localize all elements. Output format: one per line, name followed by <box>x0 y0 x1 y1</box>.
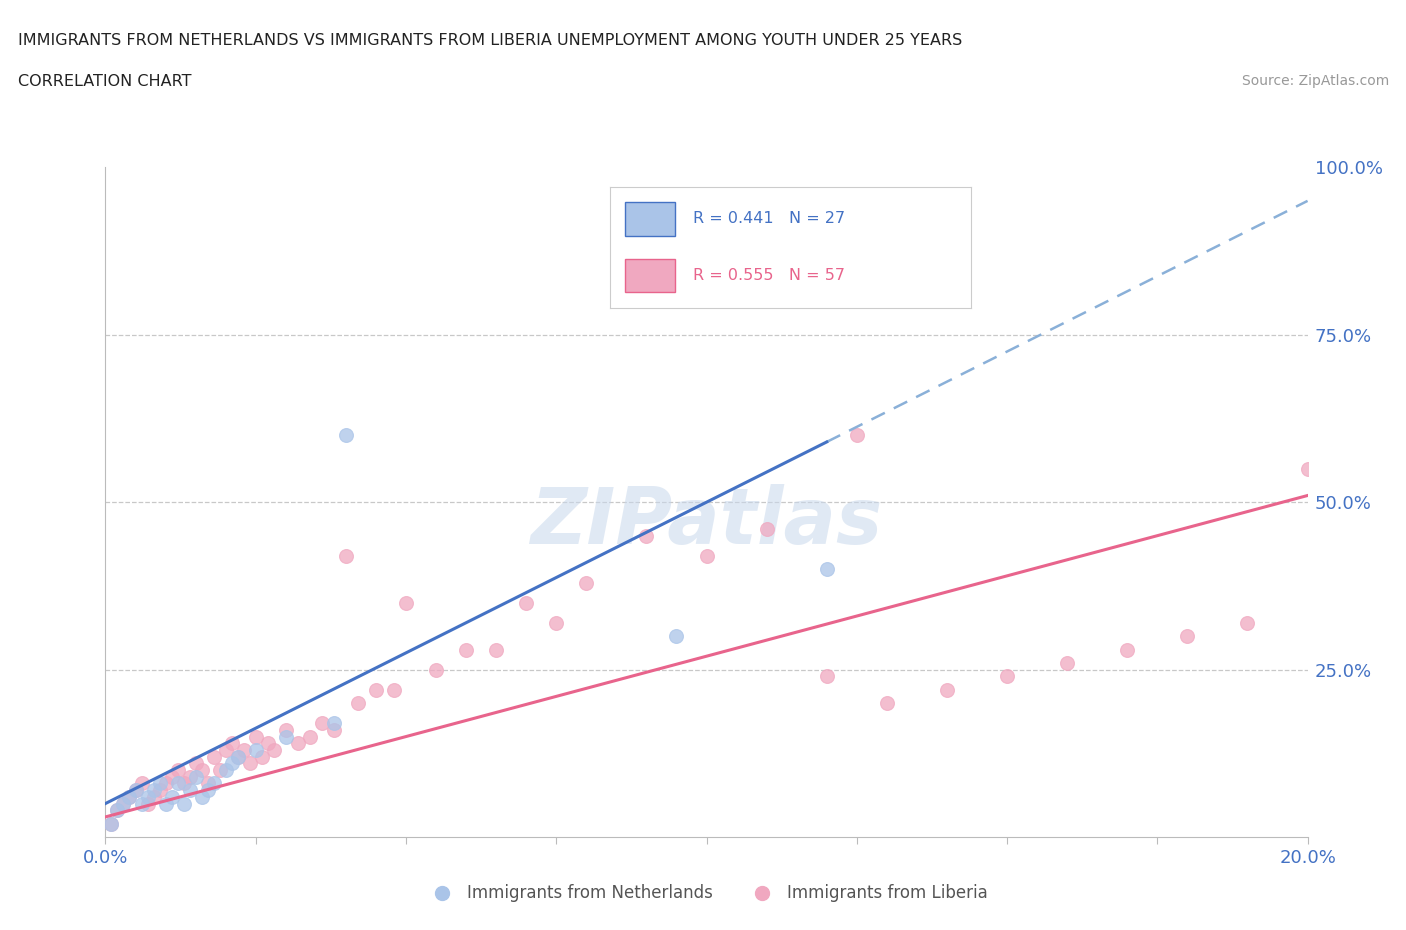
Point <box>232 742 254 757</box>
Point <box>287 736 309 751</box>
Point <box>256 736 278 751</box>
Point <box>298 729 321 744</box>
Point <box>202 776 225 790</box>
Point <box>755 522 778 537</box>
Point <box>179 769 201 784</box>
Point <box>395 595 418 610</box>
Point <box>166 776 188 790</box>
Point <box>173 796 195 811</box>
Point <box>665 629 688 644</box>
Point <box>124 783 146 798</box>
Point <box>155 796 177 811</box>
Point <box>190 790 212 804</box>
Point <box>936 683 959 698</box>
Text: IMMIGRANTS FROM NETHERLANDS VS IMMIGRANTS FROM LIBERIA UNEMPLOYMENT AMONG YOUTH : IMMIGRANTS FROM NETHERLANDS VS IMMIGRANT… <box>18 33 963 47</box>
Point <box>250 750 273 764</box>
Point <box>382 683 405 698</box>
Point <box>263 742 285 757</box>
Text: CORRELATION CHART: CORRELATION CHART <box>18 74 191 89</box>
Point <box>274 723 297 737</box>
Legend: Immigrants from Netherlands, Immigrants from Liberia: Immigrants from Netherlands, Immigrants … <box>418 878 995 909</box>
Point <box>239 756 262 771</box>
Point <box>1116 642 1139 657</box>
Point <box>226 750 249 764</box>
Point <box>364 683 387 698</box>
Point <box>1175 629 1198 644</box>
Point <box>322 723 344 737</box>
Point <box>221 756 243 771</box>
Point <box>124 783 146 798</box>
Point <box>136 796 159 811</box>
Point <box>118 790 141 804</box>
Point <box>546 616 568 631</box>
Point <box>173 776 195 790</box>
Point <box>876 696 898 711</box>
Point <box>107 803 129 817</box>
Point <box>245 729 267 744</box>
Point <box>347 696 370 711</box>
Point <box>208 763 231 777</box>
Point <box>179 783 201 798</box>
Point <box>197 776 219 790</box>
Point <box>221 736 243 751</box>
Point <box>155 776 177 790</box>
Point <box>148 776 170 790</box>
Point <box>311 716 333 731</box>
Point <box>112 796 135 811</box>
Point <box>136 790 159 804</box>
Point <box>1296 461 1319 476</box>
Point <box>454 642 477 657</box>
Text: ZIPatlas: ZIPatlas <box>530 485 883 560</box>
Point <box>166 763 188 777</box>
Point <box>274 729 297 744</box>
Point <box>197 783 219 798</box>
Point <box>636 528 658 543</box>
Text: Source: ZipAtlas.com: Source: ZipAtlas.com <box>1241 74 1389 88</box>
Point <box>322 716 344 731</box>
Point <box>184 769 207 784</box>
Point <box>112 796 135 811</box>
Point <box>100 817 122 831</box>
Point <box>131 796 153 811</box>
Point <box>142 790 165 804</box>
Point <box>845 428 868 443</box>
Point <box>131 776 153 790</box>
Point <box>214 763 236 777</box>
Point <box>214 742 236 757</box>
Point <box>100 817 122 831</box>
Point <box>202 750 225 764</box>
Point <box>148 783 170 798</box>
Point <box>107 803 129 817</box>
Point <box>190 763 212 777</box>
Point <box>335 428 357 443</box>
Point <box>485 642 508 657</box>
Point <box>815 562 838 577</box>
Point <box>515 595 537 610</box>
Point <box>696 549 718 564</box>
Point <box>160 769 183 784</box>
Point <box>184 756 207 771</box>
Point <box>815 669 838 684</box>
Point <box>575 575 598 590</box>
Point <box>335 549 357 564</box>
Point <box>1056 656 1078 671</box>
Point <box>425 662 447 677</box>
Point <box>118 790 141 804</box>
Point <box>245 742 267 757</box>
Point <box>995 669 1018 684</box>
Point <box>1236 616 1258 631</box>
Point <box>226 750 249 764</box>
Point <box>160 790 183 804</box>
Point <box>142 783 165 798</box>
